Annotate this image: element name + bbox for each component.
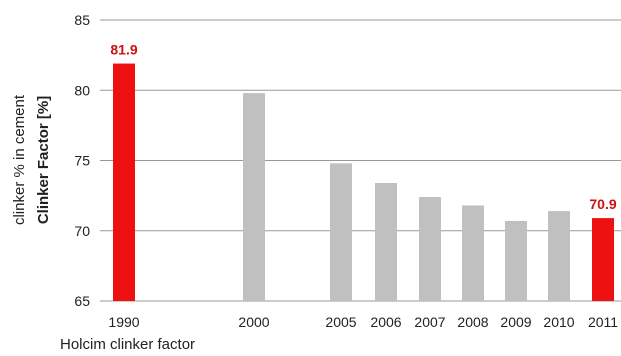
y-axis-label-line2: Clinker Factor [%] <box>35 96 52 224</box>
x-tick-labels: 1990 2000 2005 2006 2007 2008 2009 2010 2011 <box>108 314 618 330</box>
data-label-2011: 70.9 <box>589 196 616 212</box>
y-tick-label: 85 <box>74 12 90 28</box>
x-tick-label: 2011 <box>588 314 618 330</box>
x-tick-label: 2009 <box>500 314 531 330</box>
bar-2007 <box>419 197 441 301</box>
x-tick-label: 2000 <box>238 314 269 330</box>
bar-1990 <box>113 63 135 302</box>
y-tick-label: 65 <box>74 293 90 309</box>
bars <box>113 63 614 302</box>
bar-2006 <box>375 182 397 301</box>
y-tick-label: 80 <box>74 82 90 98</box>
gridlines <box>100 19 621 302</box>
bar-2008 <box>462 205 484 301</box>
bar-2000 <box>243 93 265 301</box>
x-tick-label: 2007 <box>414 314 445 330</box>
data-label-1990: 81.9 <box>110 42 137 58</box>
y-tick-labels: 65 70 75 80 85 <box>74 12 90 309</box>
x-tick-label: 2005 <box>325 314 356 330</box>
y-tick-label: 75 <box>74 153 90 169</box>
y-tick-label: 70 <box>74 223 90 239</box>
x-tick-label: 1990 <box>108 314 139 330</box>
data-labels: 81.9 70.9 <box>110 42 616 213</box>
bar-2009 <box>505 220 527 301</box>
x-tick-label: 2008 <box>457 314 488 330</box>
bar-2010 <box>548 211 570 301</box>
y-axis-label-line1: clinker % in cement <box>11 94 28 225</box>
x-tick-label: 2010 <box>543 314 574 330</box>
bar-2005 <box>330 163 352 301</box>
chart-caption: Holcim clinker factor <box>60 336 196 353</box>
bar-2011 <box>592 218 614 301</box>
x-tick-label: 2006 <box>370 314 401 330</box>
